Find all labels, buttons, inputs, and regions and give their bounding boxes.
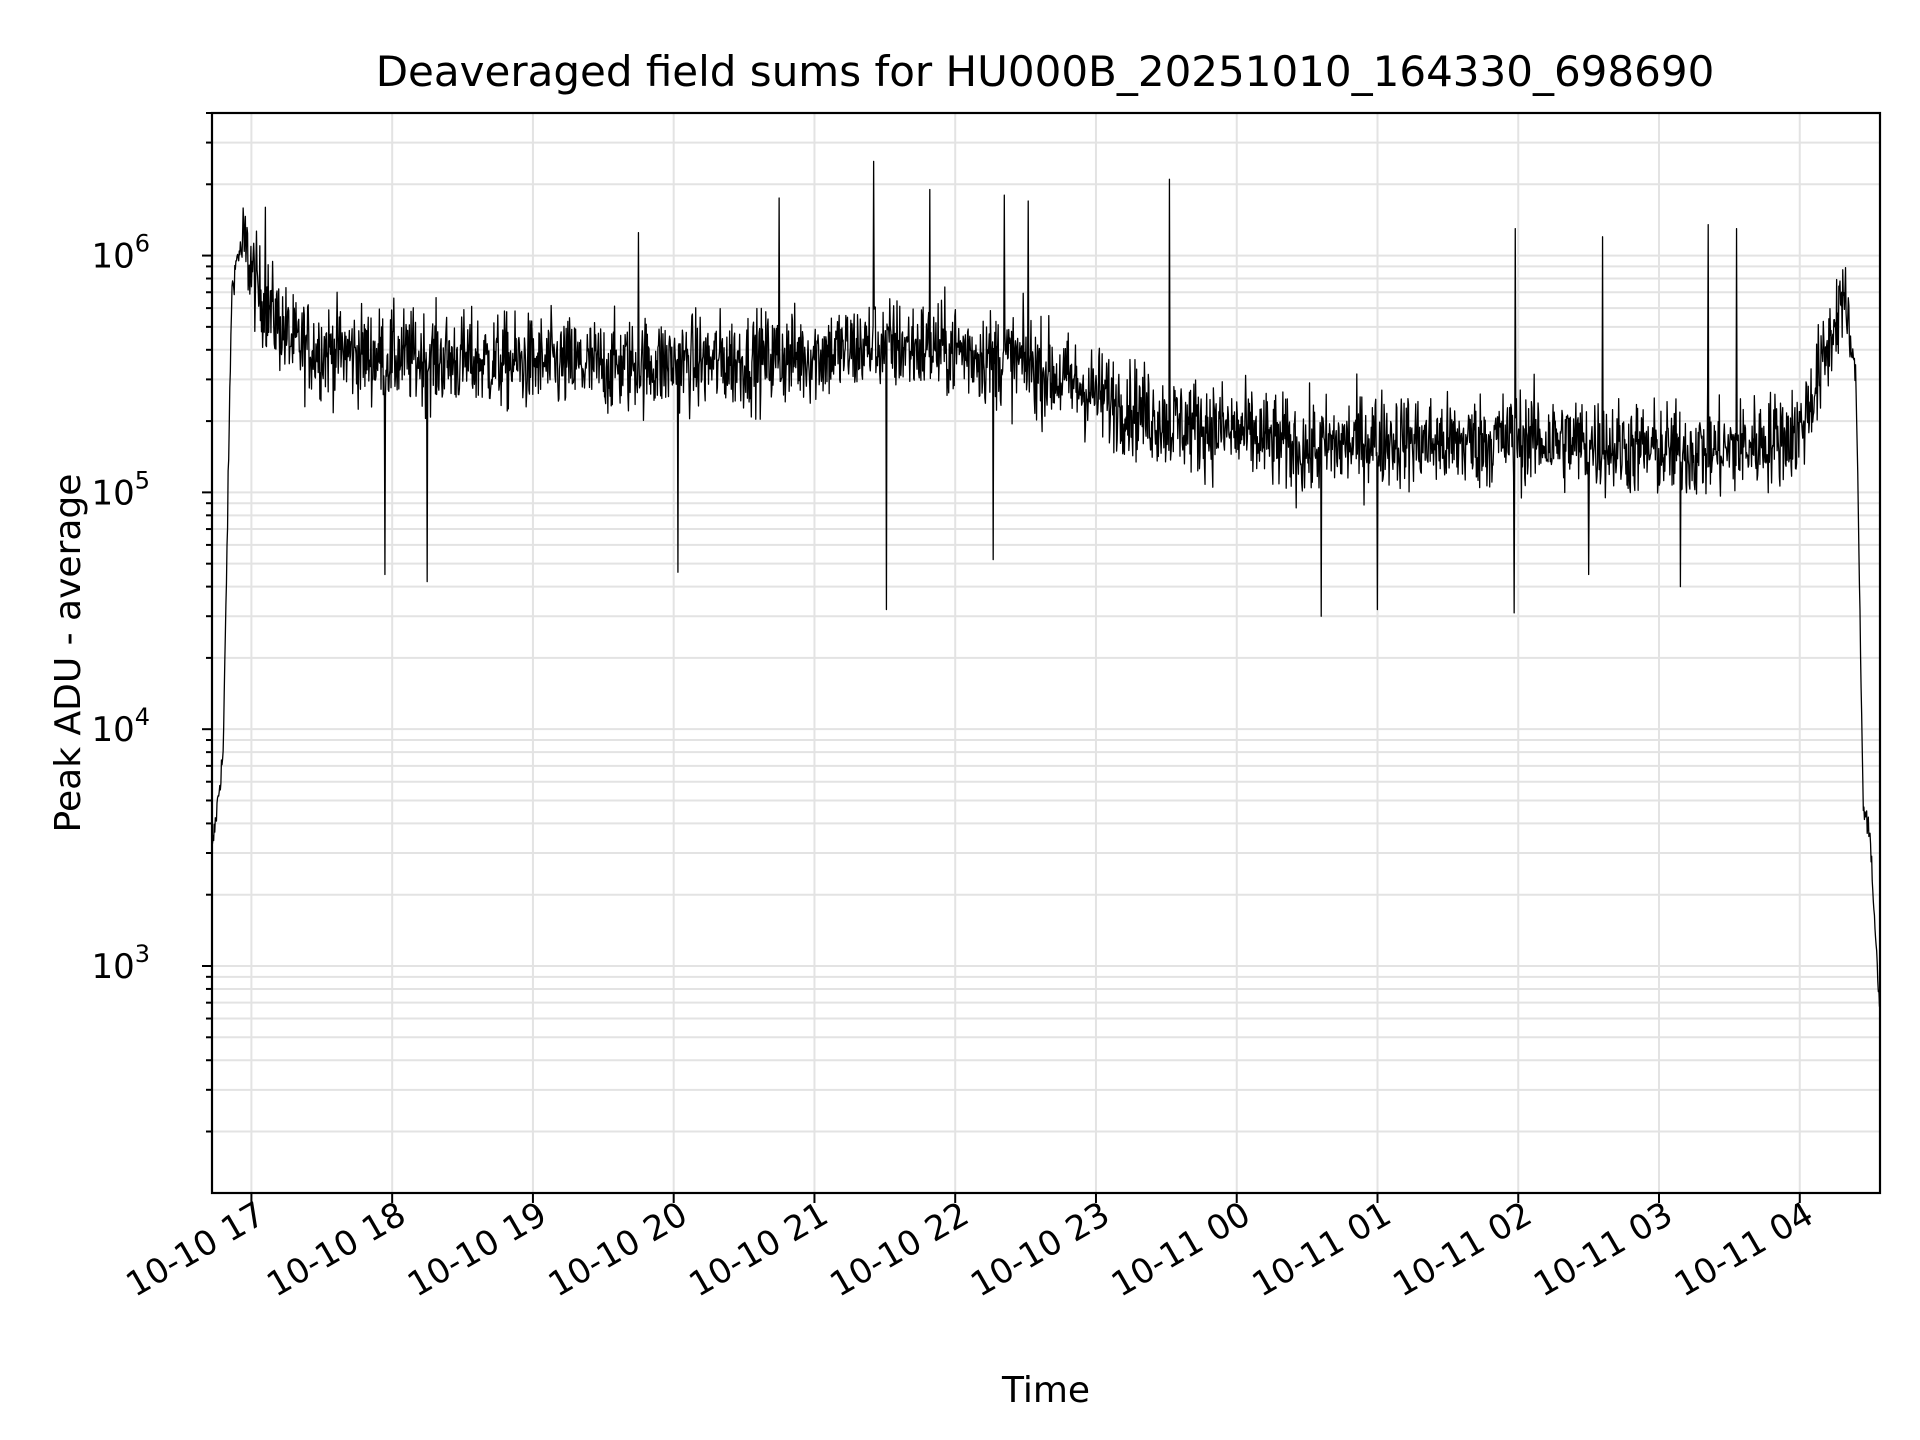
- x-tick-label: 10-11 03: [1527, 1194, 1679, 1305]
- y-axis-label: Peak ADU - average: [48, 474, 89, 833]
- x-tick-label: 10-10 20: [542, 1194, 694, 1305]
- x-tick-label: 10-11 02: [1386, 1194, 1538, 1305]
- series-line: [211, 160, 1881, 1009]
- grid: [212, 112, 1880, 1193]
- x-tick-label: 10-10 18: [260, 1194, 412, 1305]
- x-tick-label: 10-11 01: [1246, 1194, 1398, 1305]
- y-tick-label: 104: [91, 703, 150, 750]
- x-tick-label: 10-11 04: [1668, 1194, 1820, 1305]
- x-tick-label: 10-10 23: [964, 1194, 1116, 1305]
- y-tick-label: 105: [91, 466, 150, 513]
- y-tick-label: 106: [91, 230, 150, 277]
- x-tick-label: 10-10 22: [823, 1194, 975, 1305]
- x-tick-label: 10-10 19: [401, 1194, 553, 1305]
- x-tick-label: 10-11 00: [1105, 1194, 1257, 1305]
- x-tick-label: 10-10 17: [120, 1194, 272, 1305]
- plot-frame: [210, 111, 1882, 1195]
- y-tick-label: 103: [91, 940, 150, 987]
- chart-title: Deaveraged field sums for HU000B_2025101…: [376, 47, 1715, 96]
- x-tick-label: 10-10 21: [683, 1194, 835, 1305]
- x-axis-label: Time: [1001, 1370, 1090, 1411]
